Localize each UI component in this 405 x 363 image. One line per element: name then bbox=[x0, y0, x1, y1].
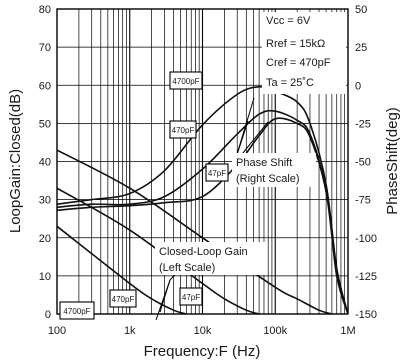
y-left-tick-label: 50 bbox=[39, 118, 51, 130]
condition-rref: Rref = 15kΩ bbox=[266, 38, 325, 50]
y-right-tick-label: 50 bbox=[355, 4, 367, 16]
x-tick-label: 100 bbox=[48, 325, 66, 337]
label-gain-4700pf: 4700pF bbox=[63, 307, 90, 316]
y-left-tick-label: 60 bbox=[39, 80, 51, 92]
closed-loop-gain-note-line2: (Left Scale) bbox=[159, 262, 215, 274]
right-y-axis-title: PhaseShift(deg) bbox=[384, 107, 401, 215]
curves bbox=[57, 85, 348, 314]
gain-curve-470pf bbox=[57, 187, 260, 314]
closed-loop-gain-note-line1: Closed-Loop Gain bbox=[159, 246, 248, 258]
y-right-tick-label: -100 bbox=[355, 233, 377, 245]
label-box-phase-4700pf: 4700pF bbox=[169, 71, 203, 90]
ticks: 100 1k 10k 100k 1M 0 10 20 30 40 50 60 70 80 50 25 0 -25 -… bbox=[39, 4, 377, 337]
gain-curve-4700pf bbox=[57, 225, 188, 314]
y-right-tick-label: -75 bbox=[355, 195, 371, 207]
label-phase-4700pf: 4700pF bbox=[172, 77, 199, 86]
phase-shift-note: Phase Shift (Right Scale) bbox=[232, 153, 316, 187]
y-left-tick-label: 80 bbox=[39, 4, 51, 16]
label-box-phase-470pf: 470pF bbox=[169, 120, 197, 139]
y-right-tick-label: 25 bbox=[355, 42, 367, 54]
y-right-tick-label: 0 bbox=[355, 80, 361, 92]
label-gain-470pf: 470pF bbox=[112, 295, 135, 304]
y-right-tick-label: -50 bbox=[355, 157, 371, 169]
gain-curve-47pf bbox=[57, 149, 333, 314]
x-tick-label: 10k bbox=[194, 325, 212, 337]
label-phase-47pf: 47pF bbox=[208, 169, 226, 178]
left-y-axis-title: LoopGain:Closed(dB) bbox=[7, 89, 24, 233]
label-phase-470pf: 470pF bbox=[172, 126, 195, 135]
condition-vcc: Vcc = 6V bbox=[266, 15, 311, 27]
y-right-tick-label: -150 bbox=[355, 309, 377, 321]
y-left-tick-label: 70 bbox=[39, 42, 51, 54]
phase-curve-47pf bbox=[57, 117, 348, 314]
y-left-tick-label: 0 bbox=[45, 309, 51, 321]
closed-loop-gain-note: Closed-Loop Gain (Left Scale) bbox=[155, 242, 265, 275]
condition-ta: Ta = 25˚C bbox=[266, 77, 314, 89]
y-left-tick-label: 20 bbox=[39, 233, 51, 245]
x-axis-title: Frequency:F (Hz) bbox=[144, 343, 261, 360]
phase-shift-note-line2: (Right Scale) bbox=[236, 173, 300, 185]
label-box-gain-47pf: 47pF bbox=[179, 287, 203, 306]
plot-frame bbox=[56, 8, 349, 315]
condition-cref: Cref = 470pF bbox=[266, 57, 331, 69]
y-left-tick-label: 40 bbox=[39, 157, 51, 169]
x-tick-label: 1M bbox=[340, 325, 355, 337]
conditions-box: Vcc = 6V Rref = 15kΩ Cref = 470pF Ta = 2… bbox=[262, 12, 346, 94]
label-box-phase-47pf: 47pF bbox=[205, 163, 229, 182]
y-left-tick-label: 10 bbox=[39, 271, 51, 283]
y-right-tick-label: -25 bbox=[355, 118, 371, 130]
label-box-gain-4700pf: 4700pF bbox=[59, 301, 95, 320]
x-tick-label: 100k bbox=[263, 325, 287, 337]
x-tick-label: 1k bbox=[124, 325, 136, 337]
phase-shift-note-line1: Phase Shift bbox=[236, 157, 292, 169]
label-gain-47pf: 47pF bbox=[182, 293, 200, 302]
label-box-gain-470pf: 470pF bbox=[109, 289, 137, 308]
y-right-tick-label: -125 bbox=[355, 271, 377, 283]
y-left-tick-label: 30 bbox=[39, 195, 51, 207]
